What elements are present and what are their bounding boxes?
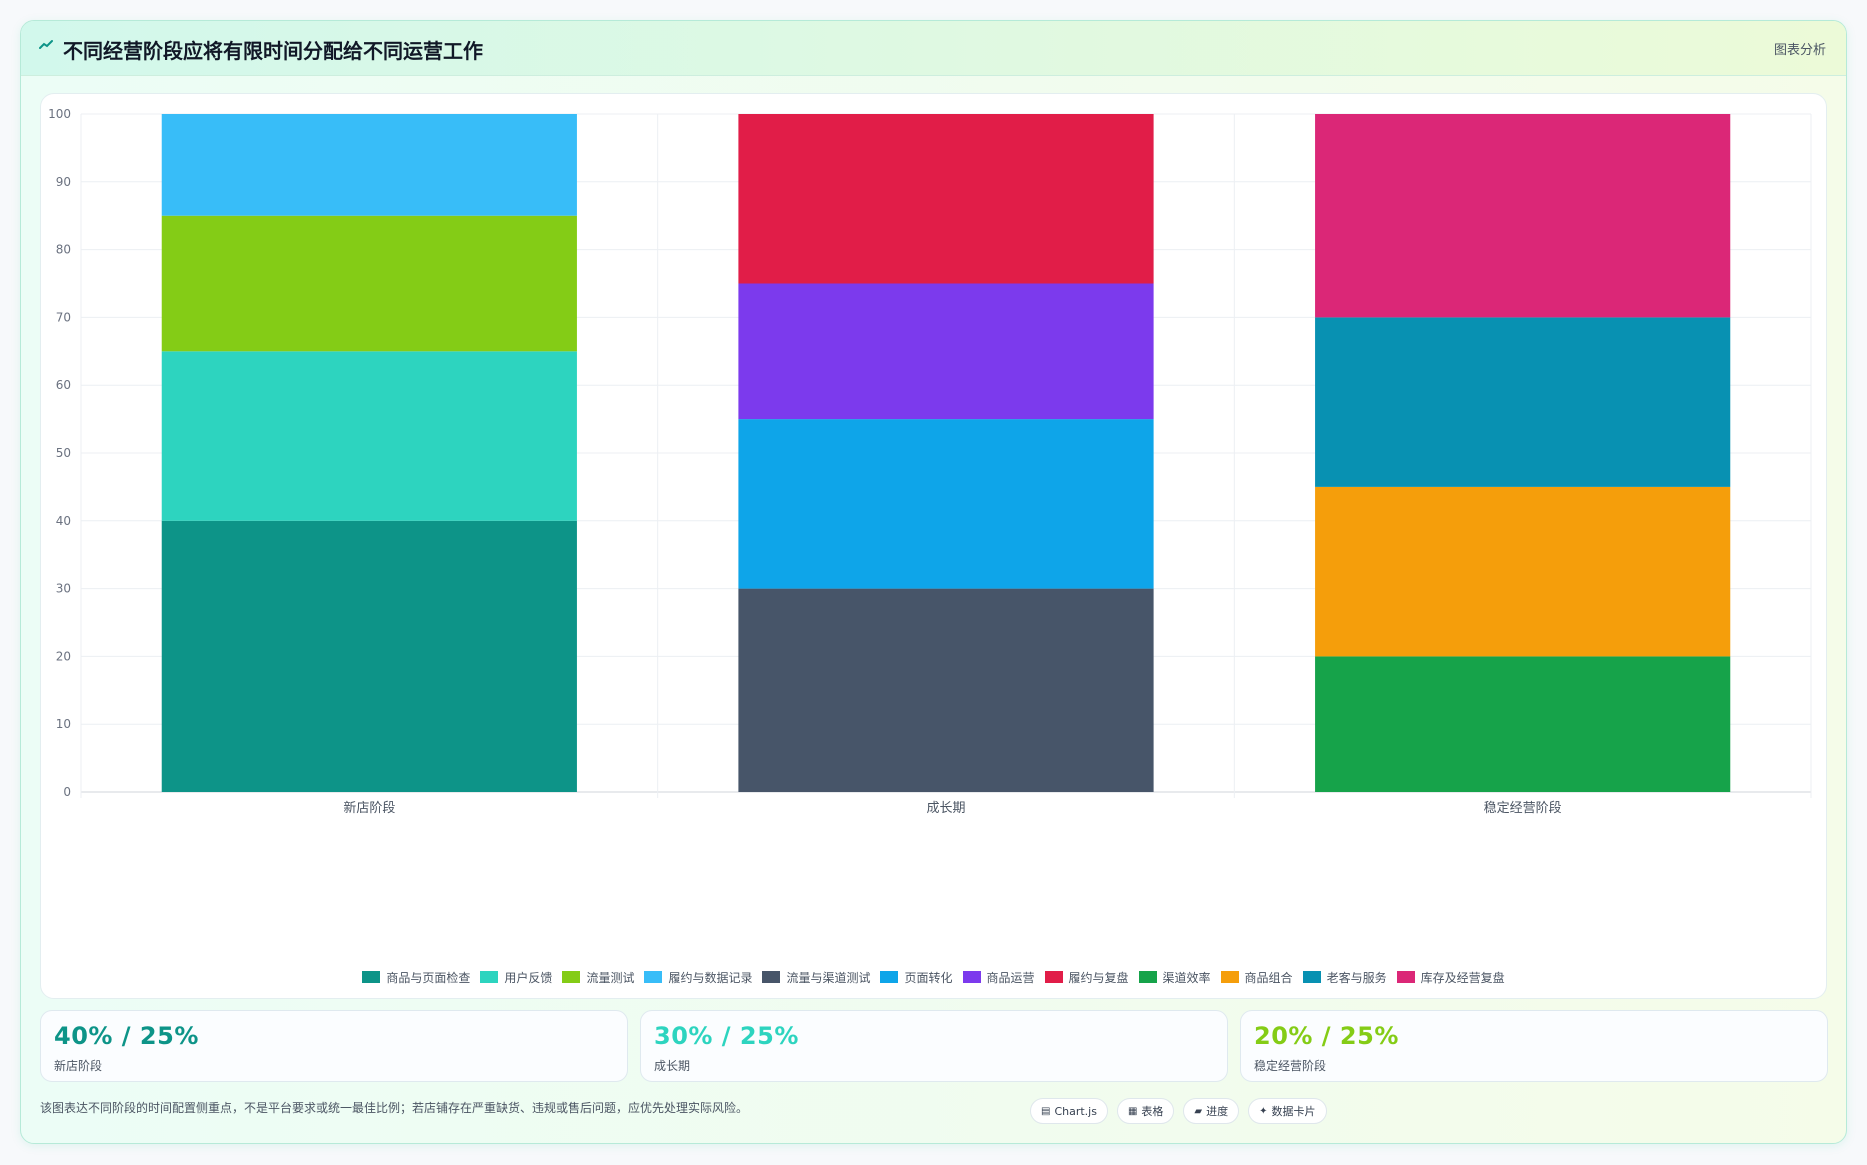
legend-label: 渠道效率 [1162, 970, 1211, 985]
chart-analysis-tag: 图表分析 [1773, 43, 1826, 58]
chart-panel: 不同经营阶段应将有限时间分配给不同运营工作 图表分析 0 10 20 30 40 50 60… [20, 20, 1847, 1144]
stat-value: 20% / 25% [1254, 1022, 1399, 1050]
chip-label: 进度 [1206, 1105, 1229, 1118]
stat-value: 40% / 25% [54, 1022, 199, 1050]
y-tick-label: 30 [56, 582, 71, 596]
legend-swatch [1302, 971, 1321, 983]
y-tick-label: 70 [56, 310, 71, 324]
bar-segment [738, 114, 1154, 284]
legend-label: 页面转化 [904, 970, 953, 985]
legend-label: 流量测试 [586, 970, 635, 985]
tool-chips: ▤ Chart.js ▦ 表格 ▰ 进度 ✦ 数据卡片 [1030, 1098, 1327, 1124]
bar-segment [738, 588, 1154, 792]
stat-card-stable: 20% / 25% 稳定经营阶段 [1240, 1010, 1828, 1082]
legend-item[interactable]: 商品组合 [1220, 969, 1293, 986]
legend-swatch [1220, 971, 1239, 983]
chip-chartjs[interactable]: ▤ Chart.js [1030, 1098, 1108, 1124]
bar-segment [1315, 486, 1731, 657]
stacked-bar-chart: 0 10 20 30 40 50 60 70 80 90 100 新店阶段 成长期 稳定经营阶段 [48, 107, 1812, 816]
legend-label: 商品运营 [986, 970, 1035, 985]
y-tick-label: 40 [56, 514, 71, 528]
legend-label: 商品组合 [1244, 970, 1293, 985]
legend-item[interactable]: 流量测试 [562, 969, 634, 986]
bar-segment [738, 419, 1154, 589]
legend-item[interactable]: 商品与页面检查 [362, 969, 470, 986]
stat-value: 30% / 25% [654, 1022, 799, 1050]
x-tick-label: 新店阶段 [343, 800, 395, 816]
bar-segment [1315, 114, 1731, 318]
chip-label: 数据卡片 [1271, 1105, 1316, 1118]
y-tick-label: 60 [56, 378, 71, 392]
legend-item[interactable]: 流量与渠道测试 [762, 969, 870, 986]
legend-label: 老客与服务 [1326, 970, 1387, 985]
legend-swatch [644, 971, 663, 983]
legend-label: 履约与复盘 [1068, 970, 1129, 985]
chart-icon: ▤ [1041, 1105, 1051, 1117]
y-tick-label: 10 [56, 717, 71, 731]
chart-card: 0 10 20 30 40 50 60 70 80 90 100 新店阶段 成长期 稳定经营阶段 商品与页… [40, 93, 1827, 999]
legend-swatch [880, 971, 899, 983]
bar-segment [1315, 656, 1731, 792]
chip-table[interactable]: ▦ 表格 [1116, 1098, 1175, 1124]
legend-swatch [362, 971, 381, 983]
progress-icon: ▰ [1194, 1105, 1203, 1117]
stat-card-growth: 30% / 25% 成长期 [640, 1010, 1228, 1082]
legend-item[interactable]: 渠道效率 [1138, 969, 1211, 986]
x-tick-label: 稳定经营阶段 [1484, 800, 1562, 816]
sparkle-icon: ✦ [1259, 1105, 1268, 1117]
bar-segment [161, 351, 577, 521]
legend-label: 履约与数据记录 [668, 970, 753, 985]
bar-segment [1315, 317, 1731, 487]
y-tick-label: 50 [56, 446, 71, 460]
chip-label: 表格 [1141, 1105, 1164, 1118]
legend-swatch [762, 971, 781, 983]
legend-swatch [562, 971, 581, 983]
legend-swatch [1044, 971, 1063, 983]
legend-item[interactable]: 履约与复盘 [1044, 969, 1129, 986]
chip-label: Chart.js [1054, 1104, 1097, 1118]
legend-label: 流量与渠道测试 [786, 970, 871, 985]
panel-header: 不同经营阶段应将有限时间分配给不同运营工作 图表分析 [21, 21, 1846, 76]
legend-label: 用户反馈 [504, 970, 553, 985]
legend-swatch [1396, 971, 1415, 983]
y-tick-label: 90 [56, 175, 71, 189]
legend-item[interactable]: 页面转化 [880, 969, 953, 986]
x-tick-label: 成长期 [926, 801, 965, 816]
stat-card-new-store: 40% / 25% 新店阶段 [40, 1010, 628, 1082]
legend-label: 库存及经营复盘 [1420, 970, 1505, 985]
legend-swatch [962, 971, 981, 983]
stat-label: 新店阶段 [54, 1059, 103, 1073]
bar-segment [161, 520, 577, 792]
trend-icon [39, 38, 55, 56]
legend-swatch [480, 971, 499, 983]
y-tick-label: 80 [56, 243, 71, 257]
chart-footnote: 该图表达不同阶段的时间配置侧重点，不是平台要求或统一最佳比例；若店铺存在严重缺货… [40, 1101, 749, 1115]
y-tick-label: 20 [56, 649, 71, 663]
legend-item[interactable]: 用户反馈 [480, 969, 552, 986]
legend-swatch [1138, 971, 1157, 983]
legend-label: 商品与页面检查 [386, 970, 471, 985]
bar-segment [161, 114, 577, 216]
table-icon: ▦ [1127, 1105, 1138, 1117]
page-title: 不同经营阶段应将有限时间分配给不同运营工作 [63, 39, 483, 63]
legend-item[interactable]: 商品运营 [962, 969, 1035, 986]
stat-label: 稳定经营阶段 [1254, 1059, 1327, 1073]
bar-segment [738, 283, 1154, 420]
bar-segment [161, 215, 577, 352]
legend-item[interactable]: 库存及经营复盘 [1396, 969, 1505, 986]
y-tick-label: 0 [63, 785, 71, 799]
chip-progress[interactable]: ▰ 进度 [1183, 1098, 1240, 1124]
chip-data-card[interactable]: ✦ 数据卡片 [1248, 1098, 1327, 1124]
legend-item[interactable]: 老客与服务 [1302, 969, 1387, 986]
chart-legend: 商品与页面检查 用户反馈 流量测试 履约与数据记录 流量与渠道测试 页面转化 商品运营 履约与… [41, 967, 1826, 987]
y-tick-label: 100 [48, 107, 71, 121]
legend-item[interactable]: 履约与数据记录 [644, 969, 752, 986]
stat-label: 成长期 [654, 1059, 691, 1073]
